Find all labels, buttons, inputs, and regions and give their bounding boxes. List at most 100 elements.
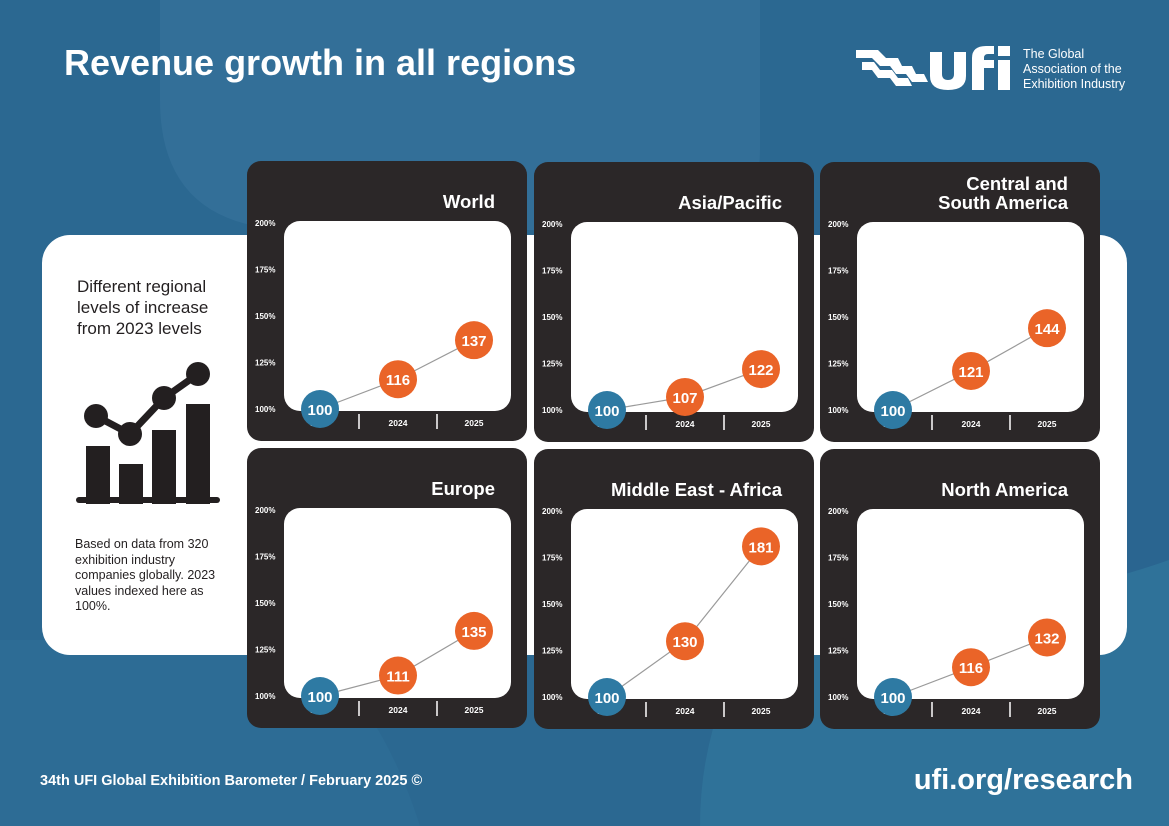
y-tick-label: 125% bbox=[828, 647, 848, 656]
data-point bbox=[952, 351, 990, 390]
y-tick-label: 125% bbox=[255, 646, 275, 655]
chart-title: Middle East - Africa bbox=[542, 480, 782, 499]
chart-card: Europe200%175%150%125%100%20232024202510… bbox=[247, 448, 527, 728]
line-chart: 200%175%150%125%100%20232024202510013018… bbox=[542, 507, 798, 717]
plot-area bbox=[571, 509, 798, 699]
chart-card: North America200%175%150%125%100%2023202… bbox=[820, 449, 1100, 729]
line-chart: 200%175%150%125%100%20232024202510010712… bbox=[542, 220, 798, 430]
chart-title-line: North America bbox=[941, 479, 1068, 500]
y-tick-label: 150% bbox=[542, 600, 562, 609]
y-tick-label: 125% bbox=[828, 360, 848, 369]
data-point bbox=[455, 321, 493, 360]
data-label: 135 bbox=[461, 624, 486, 641]
logo-tagline: The Global Association of the Exhibition… bbox=[1023, 47, 1163, 92]
data-point bbox=[1028, 309, 1066, 348]
y-tick-label: 175% bbox=[828, 267, 848, 276]
data-point bbox=[874, 391, 912, 429]
line-chart: 200%175%150%125%100%20232024202510011113… bbox=[255, 506, 511, 716]
plot-area bbox=[857, 509, 1084, 699]
plot-area bbox=[571, 222, 798, 412]
x-tick-label: 2024 bbox=[962, 419, 981, 429]
methodology-note: Based on data from 320 exhibition indust… bbox=[75, 537, 216, 613]
data-point bbox=[666, 377, 704, 416]
footer-link[interactable]: ufi.org/research bbox=[913, 764, 1133, 796]
data-point bbox=[1028, 618, 1066, 657]
chart-title-line: Central and bbox=[966, 173, 1068, 194]
footer-source: 34th UFI Global Exhibition Barometer / F… bbox=[40, 773, 423, 789]
data-point bbox=[301, 677, 339, 715]
intro-text: Different regional levels of increase fr… bbox=[77, 277, 209, 338]
data-label: 132 bbox=[1034, 630, 1059, 647]
y-tick-label: 150% bbox=[828, 313, 848, 322]
data-point bbox=[379, 360, 417, 399]
x-tick-label: 2024 bbox=[676, 706, 695, 716]
y-tick-label: 150% bbox=[255, 312, 275, 321]
data-label: 116 bbox=[386, 372, 410, 389]
data-label: 100 bbox=[307, 402, 332, 419]
data-label: 100 bbox=[594, 403, 619, 420]
line-chart: 200%175%150%125%100%20232024202510011613… bbox=[828, 507, 1084, 717]
y-tick-label: 175% bbox=[255, 553, 275, 562]
plot-area bbox=[284, 508, 511, 698]
y-tick-label: 125% bbox=[255, 359, 275, 368]
y-tick-label: 200% bbox=[542, 220, 562, 229]
data-point bbox=[742, 527, 780, 566]
x-tick-label: 2025 bbox=[465, 418, 484, 428]
data-point bbox=[742, 350, 780, 389]
line-chart: 200%175%150%125%100%20232024202510011613… bbox=[255, 219, 511, 429]
tagline-line-3: Exhibition Industry bbox=[1023, 77, 1126, 91]
data-label: 100 bbox=[880, 403, 905, 420]
line-chart: 200%175%150%125%100%20232024202510012114… bbox=[828, 220, 1084, 430]
chart-title-line: Europe bbox=[431, 478, 495, 499]
chart-title-line: World bbox=[442, 191, 495, 212]
x-tick-label: 2024 bbox=[676, 419, 695, 429]
y-tick-label: 150% bbox=[542, 313, 562, 322]
y-tick-label: 100% bbox=[255, 405, 275, 414]
data-label: 111 bbox=[386, 669, 409, 686]
ufi-logo bbox=[856, 46, 1010, 90]
y-tick-label: 100% bbox=[542, 693, 562, 702]
data-label: 116 bbox=[959, 660, 983, 677]
data-label: 100 bbox=[307, 689, 332, 706]
chart-title-line: Asia/Pacific bbox=[678, 192, 782, 213]
x-tick-label: 2024 bbox=[389, 705, 408, 715]
x-tick-label: 2025 bbox=[465, 705, 484, 715]
x-tick-label: 2024 bbox=[962, 706, 981, 716]
y-tick-label: 200% bbox=[542, 507, 562, 516]
data-point bbox=[455, 611, 493, 650]
chart-card: World200%175%150%125%100%202320242025100… bbox=[247, 161, 527, 441]
data-label: 100 bbox=[594, 690, 619, 707]
y-tick-label: 100% bbox=[255, 692, 275, 701]
y-tick-label: 175% bbox=[255, 266, 275, 275]
chart-title: Asia/Pacific bbox=[542, 193, 782, 212]
y-tick-label: 175% bbox=[542, 267, 562, 276]
data-point bbox=[588, 391, 626, 429]
data-point bbox=[301, 390, 339, 428]
tagline-line-1: The Global bbox=[1023, 47, 1085, 61]
data-point bbox=[666, 622, 704, 661]
data-label: 130 bbox=[672, 634, 697, 651]
x-tick-label: 2025 bbox=[1038, 419, 1057, 429]
y-tick-label: 125% bbox=[542, 360, 562, 369]
y-tick-label: 150% bbox=[255, 599, 275, 608]
x-tick-label: 2024 bbox=[389, 418, 408, 428]
y-tick-label: 200% bbox=[255, 219, 275, 228]
data-point bbox=[952, 648, 990, 687]
data-label: 181 bbox=[748, 539, 773, 556]
y-tick-label: 175% bbox=[542, 554, 562, 563]
y-tick-label: 200% bbox=[828, 220, 848, 229]
chart-title: Central and South America bbox=[828, 174, 1068, 212]
data-point bbox=[588, 678, 626, 716]
y-tick-label: 150% bbox=[828, 600, 848, 609]
data-label: 100 bbox=[880, 690, 905, 707]
bar-line-chart-icon bbox=[76, 362, 220, 504]
data-label: 144 bbox=[1034, 321, 1060, 338]
data-label: 137 bbox=[461, 333, 486, 350]
y-tick-label: 200% bbox=[255, 506, 275, 515]
x-tick-label: 2025 bbox=[752, 706, 771, 716]
y-tick-label: 100% bbox=[828, 693, 848, 702]
chart-title: World bbox=[255, 192, 495, 211]
y-tick-label: 100% bbox=[828, 406, 848, 415]
y-tick-label: 125% bbox=[542, 647, 562, 656]
data-label: 107 bbox=[672, 390, 697, 407]
